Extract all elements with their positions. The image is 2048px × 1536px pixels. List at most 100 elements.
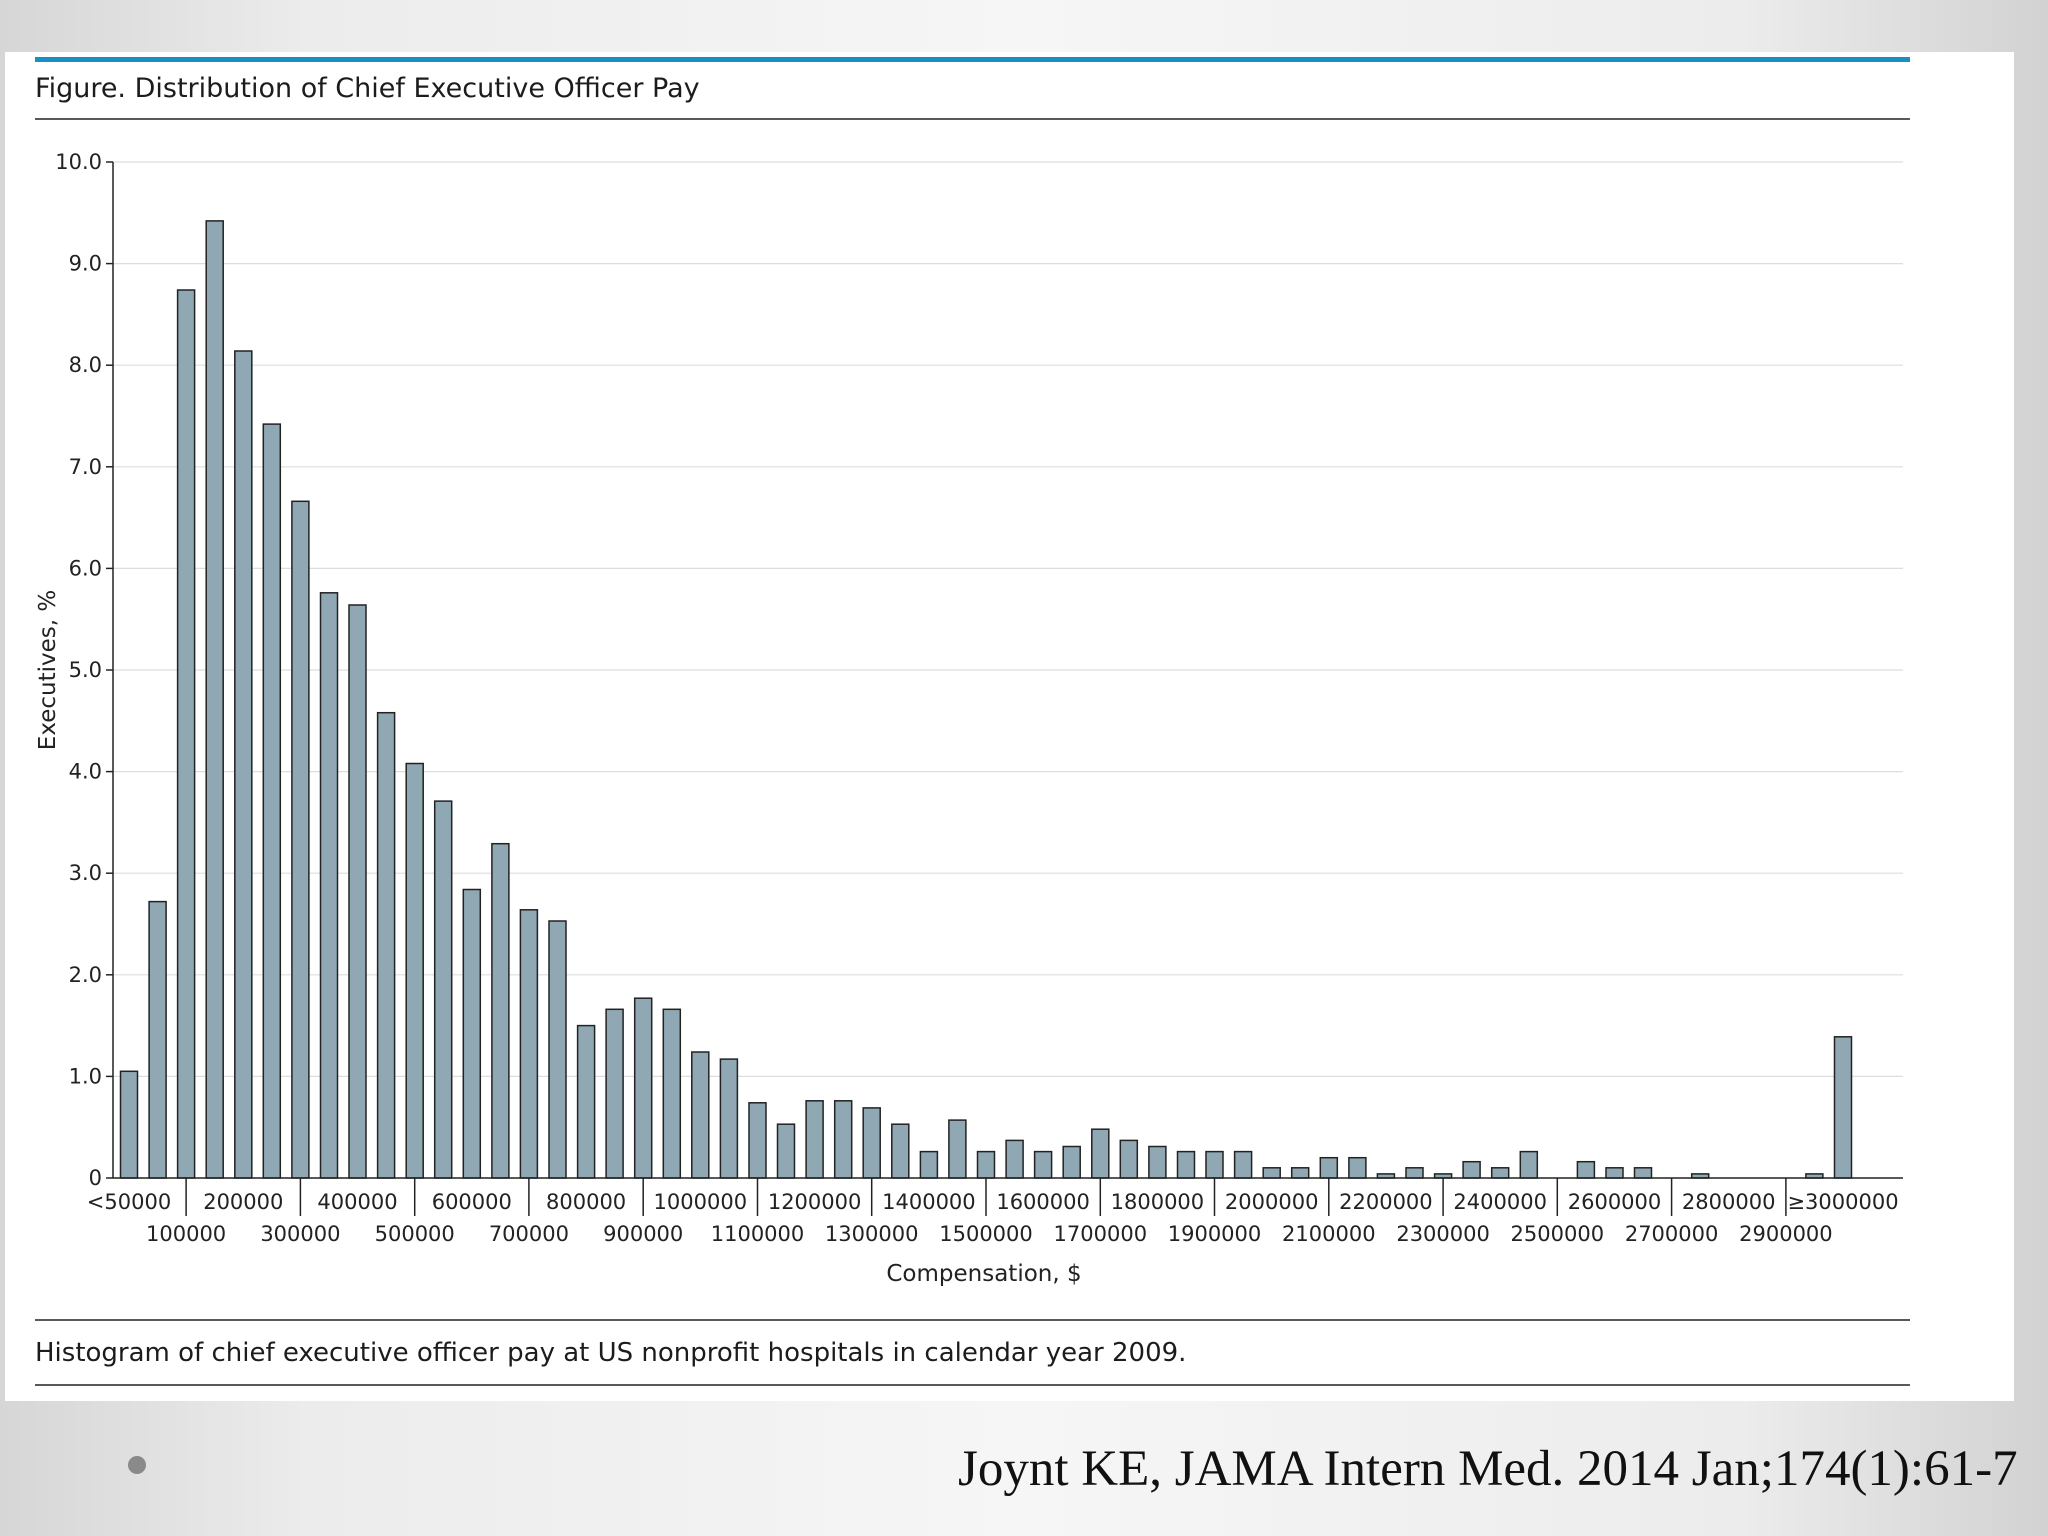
bar <box>1405 1167 1424 1179</box>
bar <box>1519 1150 1539 1179</box>
y-tick-label: 5.0 <box>69 658 102 682</box>
x-tick-label: 300000 <box>260 1222 340 1246</box>
x-tick-label: 700000 <box>489 1222 569 1246</box>
x-tick-label: 1700000 <box>1054 1222 1148 1246</box>
bar <box>1348 1156 1367 1179</box>
y-tick-label: 3.0 <box>69 861 102 885</box>
bar <box>205 220 224 1179</box>
y-tick-label: 2.0 <box>69 963 102 987</box>
y-axis-ticks: 0 1.0 2.0 3.0 4.0 5.0 6.0 7.0 8.0 9.0 10.0 <box>55 150 113 1190</box>
citation-text: Joynt KE, JAMA Intern Med. 2014 Jan;174(… <box>958 1441 2018 1497</box>
x-tick-label: 1500000 <box>939 1222 1033 1246</box>
bar <box>548 920 567 1179</box>
bar <box>1319 1156 1339 1179</box>
bar <box>405 762 424 1179</box>
bar <box>948 1119 967 1179</box>
bar <box>433 800 453 1179</box>
x-tick-label: <50000 <box>87 1190 171 1214</box>
y-tick-label: 8.0 <box>69 353 102 377</box>
bar <box>691 1051 710 1179</box>
bar <box>1033 1150 1053 1179</box>
x-tick-label: 2900000 <box>1739 1222 1833 1246</box>
bar <box>348 604 367 1179</box>
bar <box>291 500 310 1179</box>
y-tick-label: 9.0 <box>69 252 102 276</box>
bar <box>833 1100 853 1179</box>
x-tick-label: 1000000 <box>654 1190 748 1214</box>
bar <box>776 1123 796 1179</box>
bar <box>1462 1160 1481 1179</box>
bar <box>662 1008 682 1179</box>
bar <box>234 350 253 1179</box>
chart: Figure. Distribution of Chief Executive … <box>35 57 1910 1386</box>
bar <box>805 1100 824 1179</box>
bar <box>119 1070 139 1179</box>
bar <box>1205 1150 1224 1179</box>
bar <box>919 1150 939 1179</box>
bars <box>119 220 1853 1179</box>
bar <box>491 842 510 1179</box>
x-tick-label: 1900000 <box>1168 1222 1262 1246</box>
x-tick-label: 500000 <box>375 1222 455 1246</box>
bar <box>1605 1167 1624 1179</box>
figure-title: Figure. Distribution of Chief Executive … <box>35 73 700 104</box>
x-tick-label: 2000000 <box>1225 1190 1319 1214</box>
bar <box>1490 1167 1510 1179</box>
bar <box>1176 1150 1196 1179</box>
x-tick-label: 1100000 <box>711 1222 805 1246</box>
bar <box>176 289 196 1179</box>
x-tick-label: 100000 <box>146 1222 226 1246</box>
x-tick-label: 2700000 <box>1625 1222 1719 1246</box>
y-tick-label: 4.0 <box>69 760 102 784</box>
x-tick-label: 2400000 <box>1453 1190 1547 1214</box>
bar <box>633 997 653 1179</box>
x-tick-label: 2200000 <box>1339 1190 1433 1214</box>
bar <box>262 423 282 1179</box>
bar <box>148 900 167 1179</box>
bullet-icon <box>128 1456 146 1474</box>
bar <box>319 592 339 1179</box>
bar <box>519 909 539 1179</box>
x-tick-label: 1800000 <box>1111 1190 1205 1214</box>
x-tick-label: 800000 <box>546 1190 626 1214</box>
x-tick-label: 2100000 <box>1282 1222 1376 1246</box>
bar <box>462 888 482 1179</box>
x-tick-label: 200000 <box>203 1190 283 1214</box>
bar <box>376 711 396 1179</box>
figure-caption: Histogram of chief executive officer pay… <box>35 1338 1186 1368</box>
x-tick-label: 2300000 <box>1396 1222 1490 1246</box>
bar <box>1576 1160 1596 1179</box>
bar <box>976 1150 996 1179</box>
y-tick-label: 7.0 <box>69 455 102 479</box>
x-tick-label: 2600000 <box>1568 1190 1662 1214</box>
x-axis-label: Compensation, $ <box>886 1261 1081 1287</box>
x-tick-label: 400000 <box>317 1190 397 1214</box>
x-tick-label: 1400000 <box>882 1190 976 1214</box>
y-tick-label: 1.0 <box>69 1064 102 1088</box>
x-tick-label: 1600000 <box>996 1190 1090 1214</box>
x-tick-label: ≥3000000 <box>1787 1190 1898 1214</box>
figure-panel: Figure. Distribution of Chief Executive … <box>5 52 2014 1401</box>
bar <box>1119 1139 1139 1179</box>
bar <box>1633 1167 1653 1179</box>
y-tick-label: 0 <box>89 1166 102 1190</box>
x-tick-label: 900000 <box>603 1222 683 1246</box>
x-tick-label: 1200000 <box>768 1190 862 1214</box>
y-tick-label: 6.0 <box>69 556 102 580</box>
bar <box>576 1024 596 1179</box>
accent-rule <box>35 57 1910 62</box>
bar <box>1091 1128 1110 1179</box>
bar <box>1148 1145 1167 1179</box>
bar <box>605 1008 624 1179</box>
bar <box>891 1123 910 1179</box>
bar <box>1833 1036 1853 1179</box>
bar <box>748 1102 767 1179</box>
bar <box>719 1058 739 1179</box>
x-tick-label: 1300000 <box>825 1222 919 1246</box>
x-tick-label: 2500000 <box>1511 1222 1605 1246</box>
y-tick-label: 10.0 <box>55 150 102 174</box>
x-tick-label: 600000 <box>432 1190 512 1214</box>
x-axis-ticks: <50000 200000 400000 600000 800000 1000000 120… <box>87 1178 1899 1246</box>
bar <box>1233 1150 1253 1179</box>
bar <box>1062 1145 1081 1179</box>
